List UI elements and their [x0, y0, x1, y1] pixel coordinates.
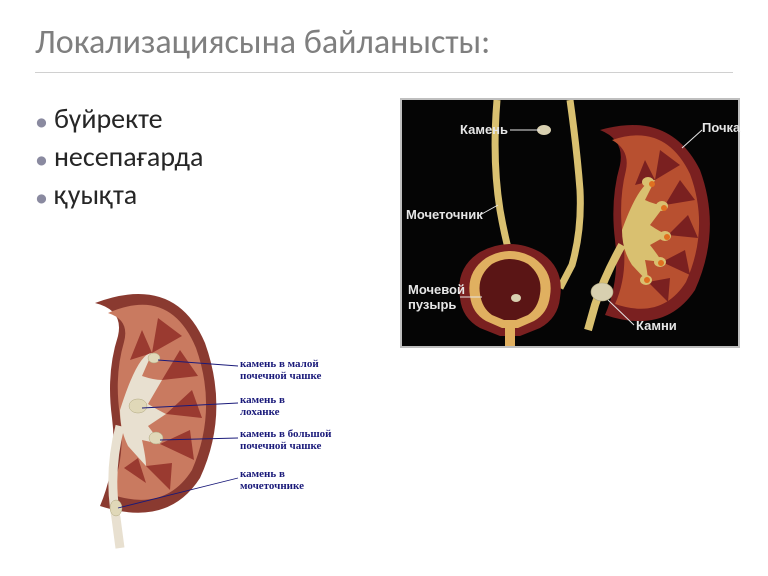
slide: Локализациясына байланысты: • бүйректе •… [0, 0, 768, 576]
list-item: • қуықта [35, 176, 203, 214]
label-ureter-stone: камень в мочеточнике [240, 468, 304, 492]
label-bladder: Мочевой пузырь [408, 282, 465, 312]
bullet-icon: • [35, 146, 48, 172]
kidney-section-diagram: камень в малой почечной чашке камень в л… [80, 268, 380, 558]
label-ureter: Мочеточник [406, 207, 483, 222]
bullet-text: қуықта [54, 176, 137, 214]
bullet-icon: • [35, 184, 48, 210]
list-item: • несепағарда [35, 138, 203, 176]
bullet-list: • бүйректе • несепағарда • қуықта [35, 100, 203, 213]
title-divider [35, 72, 733, 73]
slide-title: Локализациясына байланысты: [35, 22, 490, 63]
label-stones: Камни [636, 318, 677, 333]
list-item: • бүйректе [35, 100, 203, 138]
urinary-system-diagram: Камень Почка Мочеточник Мочевой пузырь К… [400, 98, 740, 348]
label-stone: Камень [460, 122, 508, 137]
bullet-text: несепағарда [54, 138, 203, 176]
label-pelvis-stone: камень в лоханке [240, 394, 285, 418]
bullet-icon: • [35, 108, 48, 134]
label-minor-calyx-stone: камень в малой почечной чашке [240, 358, 321, 382]
bullet-text: бүйректе [54, 100, 163, 138]
label-kidney: Почка [702, 120, 740, 135]
label-major-calyx-stone: камень в большой почечной чашке [240, 428, 331, 452]
